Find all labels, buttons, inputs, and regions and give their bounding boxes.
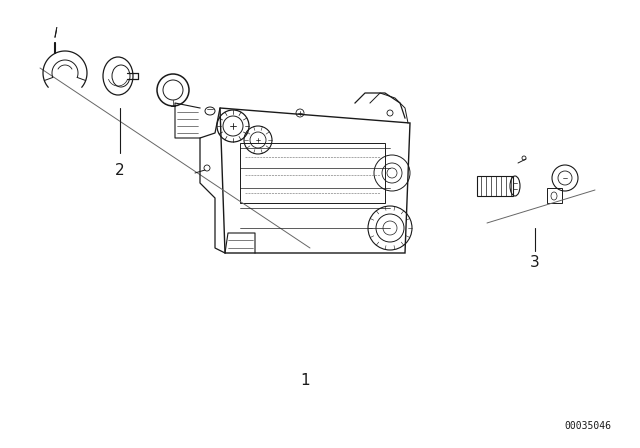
Text: l: l [53, 27, 57, 40]
Text: l: l [53, 30, 56, 40]
Text: 00035046: 00035046 [564, 421, 611, 431]
Text: 3: 3 [530, 255, 540, 270]
Text: 2: 2 [115, 163, 125, 178]
Text: 1: 1 [300, 372, 310, 388]
